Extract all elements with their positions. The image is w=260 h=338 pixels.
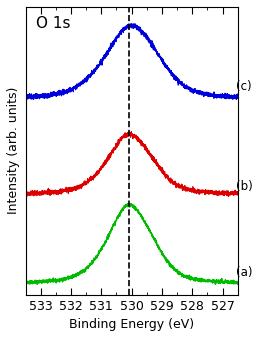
- Text: (b): (b): [236, 180, 253, 193]
- Text: (a): (a): [236, 266, 253, 279]
- Text: (c): (c): [236, 80, 252, 93]
- Y-axis label: Intensity (arb. units): Intensity (arb. units): [7, 87, 20, 215]
- X-axis label: Binding Energy (eV): Binding Energy (eV): [69, 318, 194, 331]
- Text: O 1s: O 1s: [36, 16, 71, 30]
